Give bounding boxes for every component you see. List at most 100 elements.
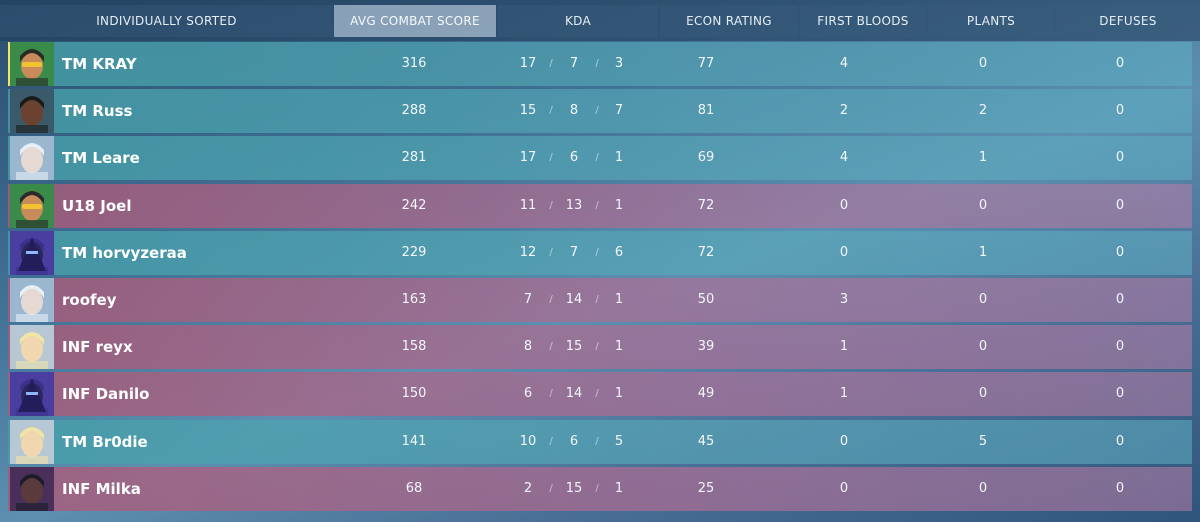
killjoy-agent-icon — [10, 183, 54, 228]
assists-value: 6 — [614, 244, 624, 260]
plants-value: 1 — [978, 244, 988, 260]
econ-value: 77 — [697, 56, 715, 71]
kills-value: 11 — [519, 197, 537, 213]
player-row[interactable]: TM Br0die 141 10 6 5 45 0 5 0 / / — [8, 419, 1192, 464]
kills-value: 17 — [519, 56, 537, 71]
kda-separator: / — [595, 246, 599, 258]
econ-value: 49 — [697, 386, 715, 402]
acs-value: 158 — [401, 339, 427, 355]
kda-separator: / — [595, 152, 599, 164]
player-row[interactable]: TM Russ 288 15 8 7 81 2 2 0 / / — [8, 89, 1192, 134]
player-row[interactable]: TM Leare 281 17 6 1 69 4 1 0 / / — [8, 136, 1192, 181]
player-row[interactable]: TM horvyzeraa 229 12 7 6 72 0 1 0 / / — [8, 230, 1192, 275]
kda-separator: / — [549, 482, 553, 494]
kills-value: 12 — [519, 244, 537, 260]
defuses-value: 0 — [1115, 480, 1125, 496]
acs-value: 229 — [401, 244, 427, 260]
defuses-value: 0 — [1115, 433, 1125, 449]
column-plants[interactable]: PLANTS — [928, 5, 1054, 37]
deaths-value: 14 — [565, 386, 583, 402]
player-row[interactable]: INF Danilo 150 6 14 1 49 1 0 0 / / — [8, 372, 1192, 417]
first-bloods-value: 2 — [839, 103, 849, 119]
deaths-value: 8 — [569, 103, 579, 119]
first-bloods-value: 0 — [839, 244, 849, 260]
defuses-value: 0 — [1115, 292, 1125, 307]
econ-value: 25 — [697, 480, 715, 496]
kills-value: 10 — [519, 433, 537, 449]
player-row[interactable]: INF Milka 68 2 15 1 25 0 0 0 / / — [8, 466, 1192, 511]
defuses-value: 0 — [1115, 56, 1125, 71]
deaths-value: 7 — [569, 244, 579, 260]
assists-value: 1 — [614, 386, 624, 402]
kills-value: 7 — [523, 292, 533, 307]
acs-value: 141 — [401, 433, 427, 449]
player-row[interactable]: TM KRAY 316 17 7 3 77 4 0 0 / / — [8, 42, 1192, 86]
assists-value: 1 — [614, 292, 624, 307]
deaths-value: 13 — [565, 197, 583, 213]
player-name: INF Milka — [62, 479, 141, 498]
dark-hooded-agent-agent-icon — [10, 466, 54, 511]
omen-agent-icon — [10, 230, 54, 275]
econ-value: 50 — [697, 292, 715, 307]
deaths-value: 7 — [569, 56, 579, 71]
deaths-value: 15 — [565, 480, 583, 496]
first-bloods-value: 1 — [839, 339, 849, 355]
column-first-bloods[interactable]: FIRST BLOODS — [800, 5, 926, 37]
dark-agent-agent-icon — [10, 89, 54, 134]
econ-value: 45 — [697, 433, 715, 449]
player-row[interactable]: INF reyx 158 8 15 1 39 1 0 0 / / — [8, 325, 1192, 370]
kills-value: 15 — [519, 103, 537, 119]
assists-value: 5 — [614, 433, 624, 449]
kills-value: 2 — [523, 480, 533, 496]
kills-value: 17 — [519, 150, 537, 166]
kda-separator: / — [549, 388, 553, 400]
defuses-value: 0 — [1115, 339, 1125, 355]
jett-agent-icon — [10, 136, 54, 181]
killjoy-agent-icon — [10, 42, 54, 86]
plants-value: 0 — [978, 197, 988, 213]
scoreboard-header: INDIVIDUALLY SORTED AVG COMBAT SCORE KDA… — [0, 0, 1200, 41]
econ-value: 39 — [697, 339, 715, 355]
defuses-value: 0 — [1115, 386, 1125, 402]
column-kda[interactable]: KDA — [498, 5, 658, 37]
kda-separator: / — [595, 341, 599, 353]
kills-value: 8 — [523, 339, 533, 355]
kda-separator: / — [595, 482, 599, 494]
player-name: TM horvyzeraa — [62, 243, 187, 262]
assists-value: 1 — [614, 339, 624, 355]
plants-value: 0 — [978, 292, 988, 307]
kda-separator: / — [595, 105, 599, 117]
acs-value: 163 — [401, 292, 427, 307]
acs-value: 316 — [401, 56, 427, 71]
kda-separator: / — [549, 58, 553, 69]
player-name: TM Br0die — [62, 432, 148, 451]
sort-mode-tab[interactable]: INDIVIDUALLY SORTED — [0, 5, 333, 37]
player-row[interactable]: roofey 163 7 14 1 50 3 0 0 / / — [8, 278, 1192, 322]
first-bloods-value: 1 — [839, 386, 849, 402]
first-bloods-value: 4 — [839, 56, 849, 71]
defuses-value: 0 — [1115, 103, 1125, 119]
kda-separator: / — [549, 152, 553, 164]
kda-separator: / — [549, 341, 553, 353]
column-defuses[interactable]: DEFUSES — [1056, 5, 1200, 37]
player-name: TM Leare — [62, 149, 140, 168]
kills-value: 6 — [523, 386, 533, 402]
player-row[interactable]: U18 Joel 242 11 13 1 72 0 0 0 / / — [8, 183, 1192, 228]
deaths-value: 15 — [565, 339, 583, 355]
assists-value: 3 — [614, 56, 624, 71]
kda-separator: / — [595, 58, 599, 69]
column-econ[interactable]: ECON RATING — [660, 5, 798, 37]
player-name: U18 Joel — [62, 196, 132, 215]
first-bloods-value: 4 — [839, 150, 849, 166]
kda-separator: / — [549, 199, 553, 211]
blonde-agent-agent-icon — [10, 419, 54, 464]
omen-agent-icon — [10, 372, 54, 417]
defuses-value: 0 — [1115, 197, 1125, 213]
column-acs[interactable]: AVG COMBAT SCORE — [334, 5, 496, 37]
defuses-value: 0 — [1115, 150, 1125, 166]
first-bloods-value: 0 — [839, 480, 849, 496]
plants-value: 0 — [978, 386, 988, 402]
kda-separator: / — [595, 435, 599, 447]
kda-separator: / — [549, 294, 553, 305]
